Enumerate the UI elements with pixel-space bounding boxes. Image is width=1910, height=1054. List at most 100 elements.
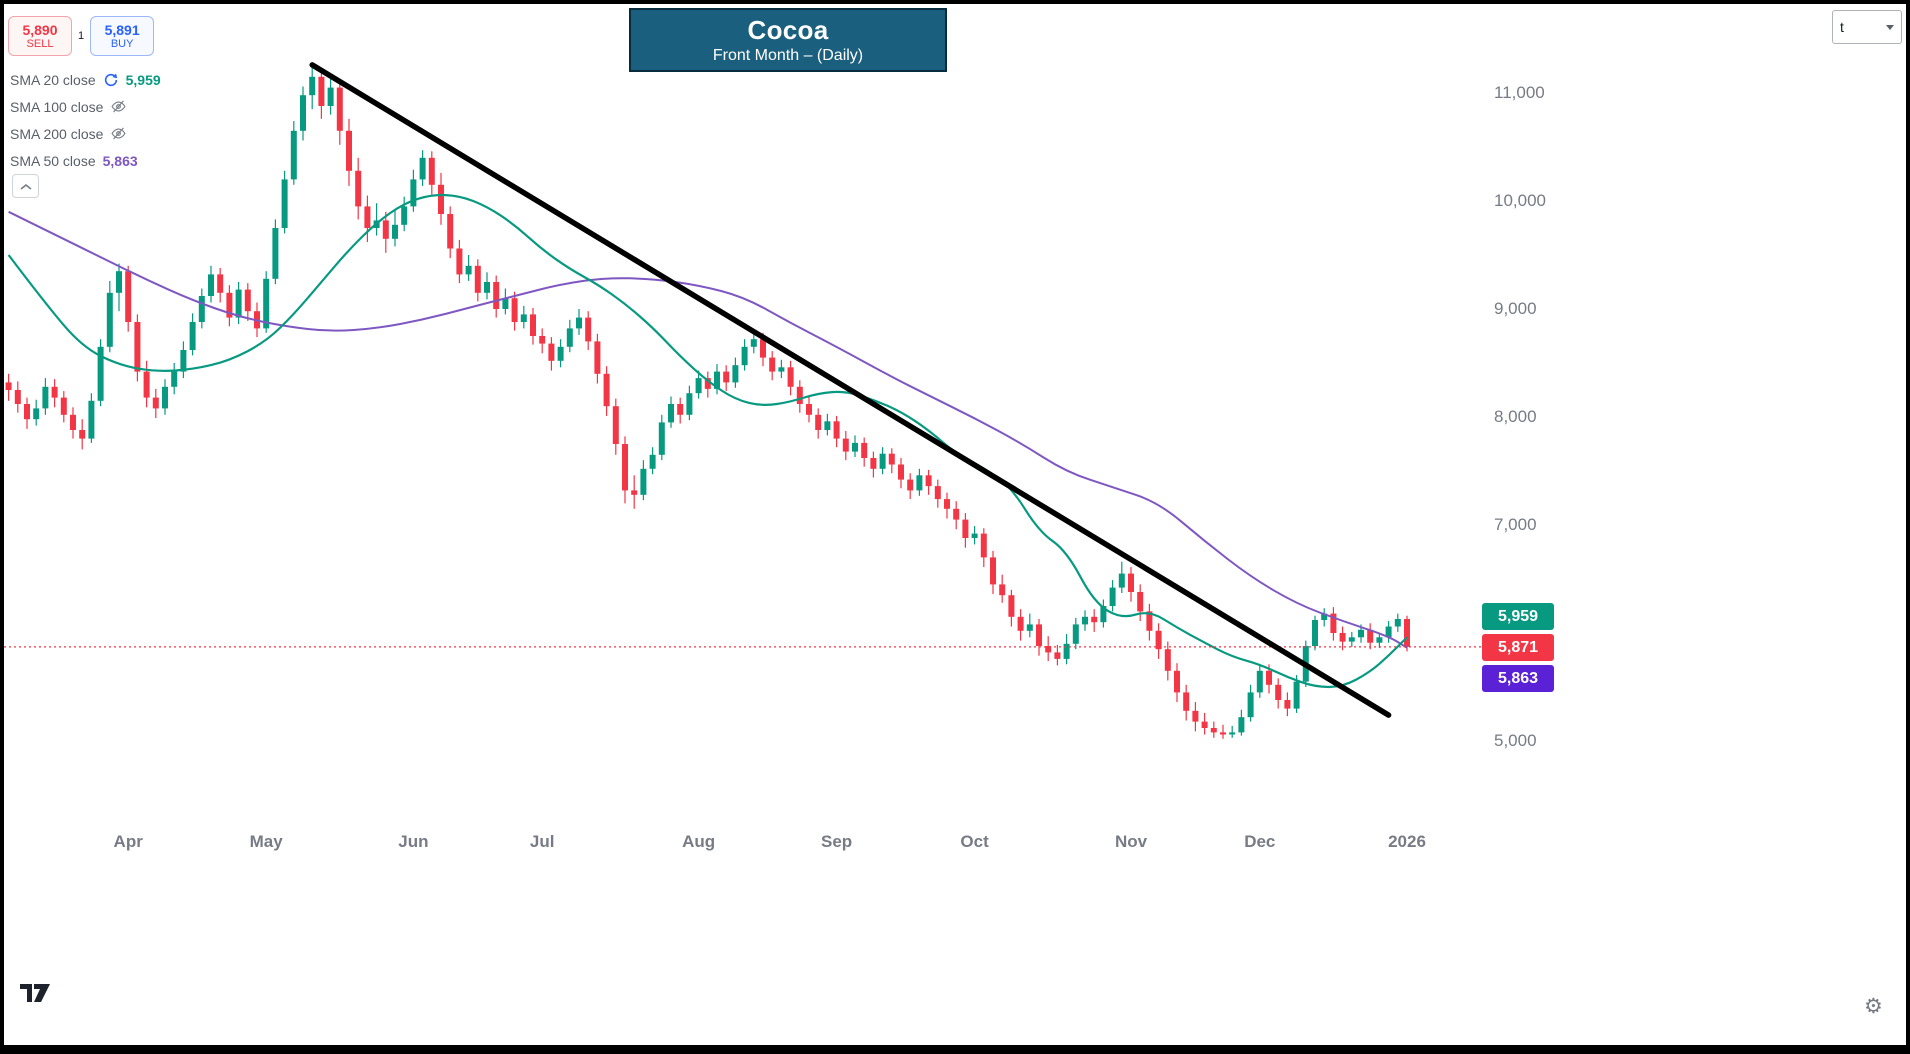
- candle-body: [962, 519, 969, 538]
- candle-body: [1137, 592, 1144, 612]
- candle-body: [704, 378, 711, 389]
- trendline[interactable]: [309, 62, 1392, 718]
- candle-body: [272, 228, 279, 279]
- candle-body: [125, 271, 132, 322]
- time-tick-label: Apr: [113, 832, 143, 851]
- legend-value: 5,959: [125, 71, 161, 88]
- candle-body: [1210, 728, 1217, 733]
- price-axis[interactable]: 11,000 10,000 9,000 8,000 7,000 5,000: [1486, 4, 1586, 804]
- candle-body: [97, 346, 104, 401]
- candle-body: [668, 404, 674, 423]
- candle-body: [1229, 732, 1236, 735]
- candle-body: [162, 386, 168, 409]
- chevron-down-icon: [1886, 24, 1894, 30]
- buy-button[interactable]: 5,891 BUY: [90, 16, 155, 56]
- buy-price: 5,891: [104, 21, 140, 38]
- price-tick-label: 7,000: [1494, 515, 1537, 534]
- candle-body: [1118, 573, 1125, 588]
- sell-price: 5,890: [22, 21, 58, 38]
- sell-button[interactable]: 5,890 SELL: [8, 16, 72, 56]
- legend-item-sma200[interactable]: SMA 200 close: [10, 120, 161, 147]
- candle-body: [686, 393, 693, 415]
- tradingview-logo[interactable]: [18, 980, 54, 1011]
- symbol-dropdown[interactable]: t: [1832, 10, 1902, 44]
- candle-body: [631, 490, 638, 495]
- candle-body: [419, 157, 426, 180]
- candle-body: [198, 296, 205, 322]
- candle-body: [1026, 624, 1033, 631]
- legend-collapse-button[interactable]: [12, 174, 39, 198]
- candle-body: [1404, 619, 1410, 647]
- candle-body: [824, 421, 831, 430]
- chart-title-plaque: Cocoa Front Month – (Daily): [629, 8, 947, 72]
- candle-body: [585, 317, 592, 342]
- candle-body: [438, 184, 444, 214]
- indicator-legend: SMA 20 close 5,959 SMA 100 close SMA 200…: [10, 66, 161, 174]
- candle-body: [953, 508, 960, 520]
- sma20-line[interactable]: [7, 193, 1408, 689]
- candle-body: [806, 404, 812, 415]
- sma50-line[interactable]: [8, 210, 1408, 649]
- candle-body: [612, 406, 619, 444]
- candle-body: [116, 271, 122, 293]
- candle-body: [33, 408, 40, 420]
- legend-value: 5,863: [102, 152, 138, 169]
- candle-body: [465, 265, 472, 275]
- legend-item-sma50[interactable]: SMA 50 close 5,863: [10, 147, 161, 174]
- candle-body: [1256, 670, 1263, 693]
- candle-body: [1146, 611, 1153, 631]
- legend-label: SMA 50 close: [10, 152, 96, 169]
- time-tick-label: Jun: [398, 832, 429, 851]
- price-tick-label: 11,000: [1494, 83, 1545, 102]
- candle-body: [861, 442, 868, 458]
- candle-body: [1312, 620, 1318, 646]
- sma50-price-tag: 5,863: [1482, 665, 1554, 692]
- price-tick-label: 8,000: [1494, 407, 1537, 426]
- candle-body: [934, 486, 941, 500]
- candle-body: [916, 475, 923, 491]
- candle-body: [493, 282, 500, 309]
- buy-label: BUY: [110, 37, 134, 50]
- candle-body: [1394, 619, 1401, 627]
- candle-body: [318, 76, 325, 106]
- legend-item-sma20[interactable]: SMA 20 close 5,959: [10, 66, 161, 93]
- candle-body: [382, 220, 389, 239]
- legend-item-sma100[interactable]: SMA 100 close: [10, 93, 161, 120]
- candle-body: [566, 328, 573, 347]
- candle-body: [456, 248, 463, 275]
- candle-body: [971, 533, 978, 538]
- candle-body: [106, 292, 113, 347]
- candle-body: [741, 346, 748, 366]
- candle-body: [1054, 652, 1061, 659]
- candle-body: [134, 322, 141, 372]
- candle-body: [244, 289, 251, 312]
- candle-body: [1008, 595, 1015, 617]
- candle-body: [1247, 692, 1254, 718]
- settings-gear-icon[interactable]: ⚙: [1864, 995, 1883, 1018]
- candle-body: [502, 298, 509, 309]
- eye-off-icon[interactable]: [110, 125, 127, 142]
- candle-body: [622, 444, 628, 491]
- time-axis[interactable]: Apr May Jun Jul Aug Sep Oct Nov Dec 2026: [4, 832, 1524, 858]
- order-panel: 5,890 SELL 1 5,891 BUY: [8, 16, 155, 56]
- sync-icon[interactable]: [103, 72, 119, 88]
- candle-body: [401, 206, 408, 225]
- candle-body: [557, 346, 564, 361]
- candle-body: [484, 282, 490, 293]
- candle-body: [879, 453, 886, 469]
- eye-off-icon[interactable]: [110, 98, 127, 115]
- candle-body: [658, 422, 665, 455]
- time-tick-label: Dec: [1244, 832, 1276, 851]
- page-subtitle: Front Month – (Daily): [712, 47, 864, 64]
- candlestick-chart[interactable]: [4, 4, 1906, 1045]
- candle-body: [300, 95, 306, 131]
- candle-body: [870, 458, 877, 469]
- candle-body: [1385, 626, 1392, 638]
- candle-body: [171, 371, 178, 387]
- candle-body: [990, 557, 996, 585]
- candle-body: [980, 533, 987, 558]
- time-tick-label: 2026: [1388, 832, 1426, 851]
- legend-label: SMA 20 close: [10, 71, 96, 88]
- candle-body: [796, 386, 803, 404]
- chevron-up-icon: [20, 179, 32, 194]
